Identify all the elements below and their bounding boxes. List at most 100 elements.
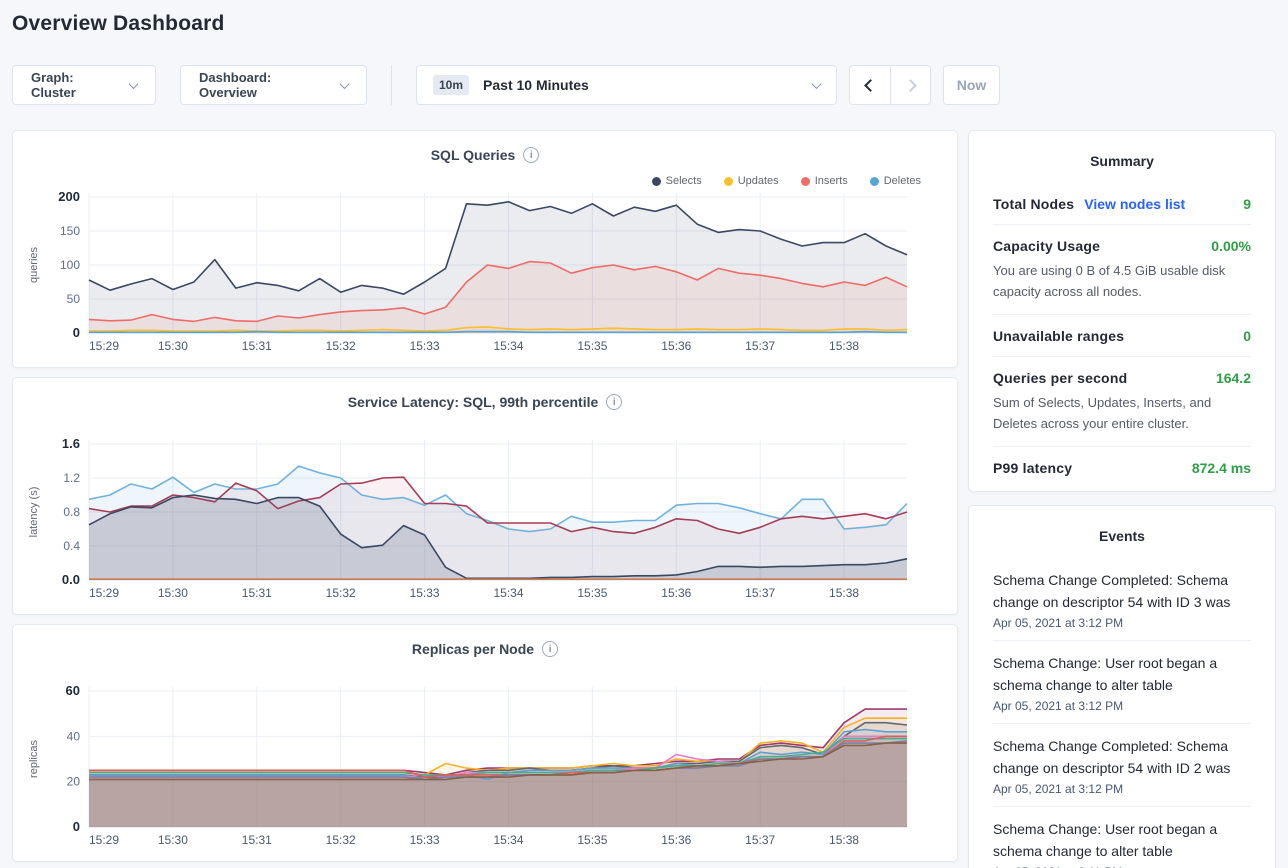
svg-text:0.4: 0.4	[63, 539, 80, 553]
svg-text:100: 100	[60, 258, 80, 272]
charts-column: SQL Queries i Selects Updates Inserts Delete…	[12, 130, 958, 868]
svg-text:50: 50	[67, 292, 81, 306]
svg-text:15:37: 15:37	[745, 833, 775, 847]
svg-text:15:30: 15:30	[158, 339, 188, 353]
legend-item-inserts[interactable]: Inserts	[800, 175, 848, 187]
summary-description: Sum of Selects, Updates, Inserts, and De…	[993, 395, 1212, 431]
svg-text:15:38: 15:38	[829, 833, 859, 847]
svg-text:15:36: 15:36	[661, 833, 691, 847]
svg-text:15:29: 15:29	[89, 833, 119, 847]
svg-text:15:32: 15:32	[326, 833, 356, 847]
page-title: Overview Dashboard	[12, 12, 225, 35]
view-nodes-list-link[interactable]: View nodes list	[1084, 196, 1186, 212]
legend-item-updates[interactable]: Updates	[723, 175, 779, 187]
chart-title: Replicas per Node	[411, 640, 535, 657]
svg-text:queries: queries	[28, 246, 40, 283]
svg-text:15:35: 15:35	[577, 339, 607, 353]
summary-value: 9	[1243, 196, 1251, 212]
svg-text:15:31: 15:31	[242, 586, 272, 600]
event-timestamp: Apr 05, 2021 at 3:11 PM	[993, 862, 1251, 868]
svg-text:15:38: 15:38	[829, 339, 859, 353]
event-message: Schema Change: User root began a schema …	[993, 655, 1218, 693]
legend-item-deletes[interactable]: Deletes	[869, 175, 921, 187]
sql-queries-chart[interactable]: 15:29 15:30 15:31 15:32 15:33 15:34 15:35 15:36…	[13, 189, 958, 365]
sql-queries-chart-card: SQL Queries i Selects Updates Inserts Delete…	[12, 130, 958, 368]
service-latency-chart[interactable]: 15:29 15:30 15:31 15:32 15:33 15:34 15:35 15:36…	[13, 436, 958, 612]
replicas-per-node-chart[interactable]: 15:29 15:30 15:31 15:32 15:33 15:34 15:35 15:36…	[13, 683, 958, 859]
chevron-down-icon	[339, 78, 350, 89]
summary-label: Unavailable ranges	[993, 328, 1125, 344]
svg-text:15:38: 15:38	[829, 586, 859, 600]
event-message: Schema Change: User root began a schema …	[993, 821, 1218, 859]
svg-text:15:31: 15:31	[242, 339, 272, 353]
dashboard-dropdown[interactable]: Dashboard: Overview	[180, 65, 367, 105]
svg-text:15:34: 15:34	[493, 339, 523, 353]
svg-text:15:29: 15:29	[89, 586, 119, 600]
svg-text:15:36: 15:36	[661, 586, 691, 600]
event-item: Schema Change Completed: Schema change o…	[993, 723, 1251, 806]
toolbar: Graph: Cluster Dashboard: Overview 10m P…	[12, 65, 1000, 105]
time-range-badge: 10m	[433, 75, 470, 95]
legend-dot-icon	[869, 176, 879, 186]
svg-text:0.8: 0.8	[63, 505, 80, 519]
summary-value: 0	[1243, 328, 1251, 344]
time-next-button[interactable]	[890, 66, 930, 104]
time-prev-button[interactable]	[850, 66, 890, 104]
legend-dot-icon	[800, 176, 810, 186]
service-latency-chart-card: Service Latency: SQL, 99th percentile i 1…	[12, 377, 958, 615]
summary-row-capacity-usage: Capacity Usage 0.00% You are using 0 B o…	[993, 224, 1251, 314]
svg-text:15:33: 15:33	[410, 833, 440, 847]
legend-dot-icon	[651, 176, 661, 186]
summary-title: Summary	[1090, 153, 1154, 169]
svg-text:15:35: 15:35	[577, 833, 607, 847]
time-nav	[849, 65, 931, 105]
chevron-down-icon	[811, 78, 822, 89]
info-icon[interactable]: i	[523, 146, 540, 163]
event-item: Schema Change Completed: Schema change o…	[993, 558, 1251, 640]
svg-text:15:34: 15:34	[493, 586, 523, 600]
svg-text:15:36: 15:36	[661, 339, 691, 353]
event-timestamp: Apr 05, 2021 at 3:12 PM	[993, 616, 1124, 630]
svg-text:15:32: 15:32	[326, 586, 356, 600]
svg-text:150: 150	[60, 224, 80, 238]
sidebar: Summary Total Nodes View nodes list 9 Ca…	[968, 130, 1276, 868]
summary-value: 0.00%	[1211, 238, 1251, 254]
svg-text:latency (s): latency (s)	[28, 487, 40, 538]
time-range-label: Past 10 Minutes	[483, 77, 589, 93]
graph-dropdown[interactable]: Graph: Cluster	[12, 65, 156, 105]
now-button[interactable]: Now	[943, 65, 1000, 105]
event-item: Schema Change: User root began a schema …	[993, 806, 1251, 868]
summary-description: You are using 0 B of 4.5 GiB usable disk…	[993, 263, 1226, 299]
graph-dropdown-label: Graph: Cluster	[31, 70, 76, 100]
svg-text:40: 40	[67, 729, 81, 743]
svg-text:replicas: replicas	[28, 740, 40, 778]
summary-label: Capacity Usage	[993, 238, 1101, 254]
info-icon[interactable]: i	[542, 640, 559, 657]
svg-text:15:35: 15:35	[577, 586, 607, 600]
svg-text:15:37: 15:37	[745, 586, 775, 600]
svg-text:15:34: 15:34	[493, 833, 523, 847]
time-range-dropdown[interactable]: 10m Past 10 Minutes	[416, 65, 837, 105]
svg-text:15:30: 15:30	[158, 586, 188, 600]
events-title: Events	[1099, 528, 1145, 544]
svg-text:15:29: 15:29	[89, 339, 119, 353]
svg-text:15:33: 15:33	[410, 586, 440, 600]
svg-text:20: 20	[67, 775, 81, 789]
replicas-per-node-chart-card: Replicas per Node i 15:29 15:30 15:31 15:32 1…	[12, 624, 958, 862]
svg-text:15:31: 15:31	[242, 833, 272, 847]
summary-value: 872.4 ms	[1191, 460, 1251, 476]
dashboard-dropdown-label: Dashboard: Overview	[199, 70, 272, 100]
summary-row-unavailable-ranges: Unavailable ranges 0	[993, 314, 1251, 356]
summary-label: Queries per second	[993, 370, 1128, 386]
info-icon[interactable]: i	[606, 393, 623, 410]
event-item: Schema Change: User root began a schema …	[993, 640, 1251, 723]
toolbar-divider	[391, 65, 392, 105]
events-panel: Events Schema Change Completed: Schema c…	[968, 505, 1276, 868]
svg-text:15:37: 15:37	[745, 339, 775, 353]
event-timestamp: Apr 05, 2021 at 3:12 PM	[993, 699, 1124, 713]
svg-text:15:33: 15:33	[410, 339, 440, 353]
legend-item-selects[interactable]: Selects	[651, 175, 702, 187]
summary-row-p99-latency: P99 latency 872.4 ms	[993, 446, 1251, 488]
chart-title: Service Latency: SQL, 99th percentile	[347, 393, 599, 410]
summary-label: Total Nodes	[993, 196, 1075, 212]
